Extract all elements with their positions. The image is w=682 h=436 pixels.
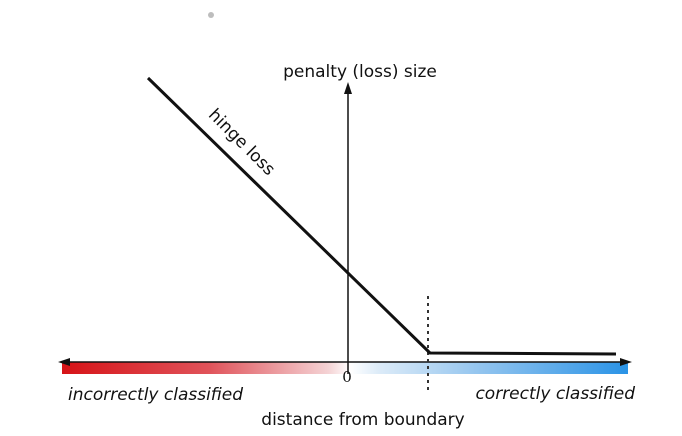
x-axis-gradient-band xyxy=(62,362,628,374)
x-axis-left-arrowhead xyxy=(58,358,70,366)
origin-label: 0 xyxy=(342,368,352,386)
hinge-loss-curve xyxy=(146,76,617,356)
correctly-classified-label: correctly classified xyxy=(475,384,635,404)
y-axis-arrowhead xyxy=(344,82,352,94)
x-axis-right-arrowhead xyxy=(620,358,632,366)
y-axis-label: penalty (loss) size xyxy=(283,62,437,82)
stray-dot xyxy=(208,12,214,18)
incorrectly-classified-label: incorrectly classified xyxy=(68,385,243,405)
x-axis-label: distance from boundary xyxy=(261,410,464,430)
